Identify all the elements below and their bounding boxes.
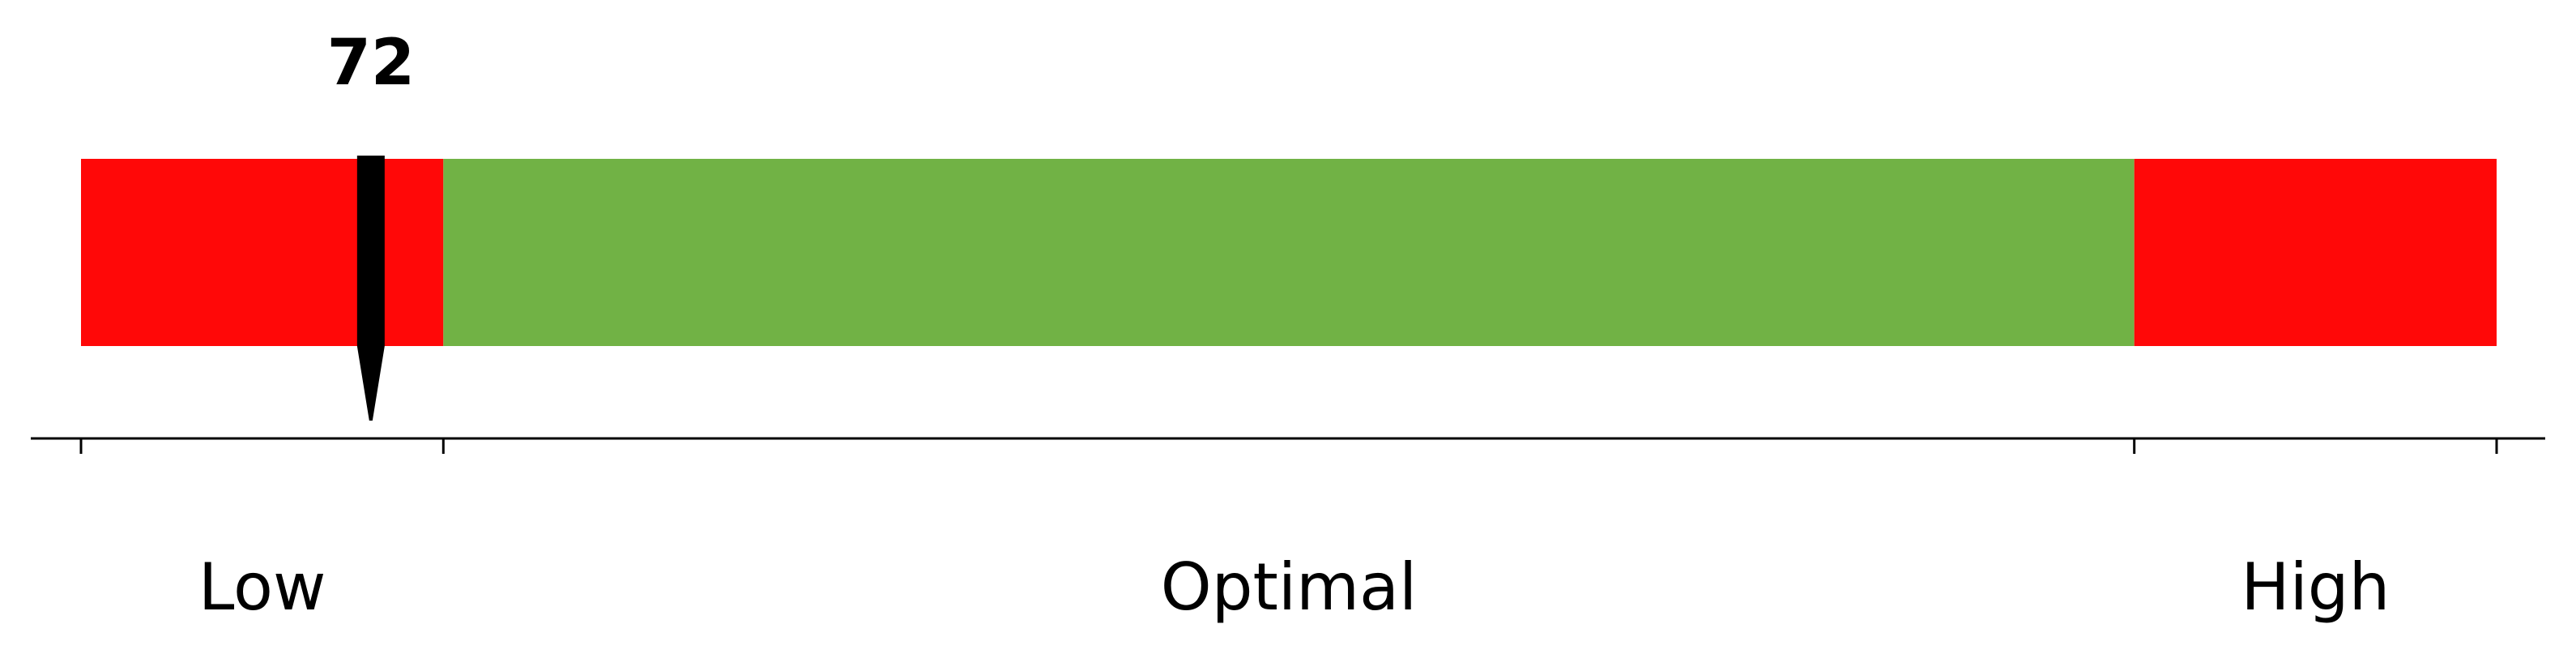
value-needle [356, 156, 385, 421]
zone-label-low: Low [198, 549, 326, 625]
zone-band-optimal [443, 159, 2135, 346]
zone-label-high: High [2241, 549, 2390, 625]
value-marker [356, 156, 385, 421]
zone-bands [81, 159, 2497, 346]
zone-band-high [2134, 159, 2497, 346]
zone-label-optimal: Optimal [1161, 549, 1418, 625]
axis-ticks [79, 438, 2498, 454]
zone-band-low [81, 159, 444, 346]
zone-labels: Low Optimal High [198, 549, 2390, 625]
value-label: 72 [327, 27, 416, 100]
